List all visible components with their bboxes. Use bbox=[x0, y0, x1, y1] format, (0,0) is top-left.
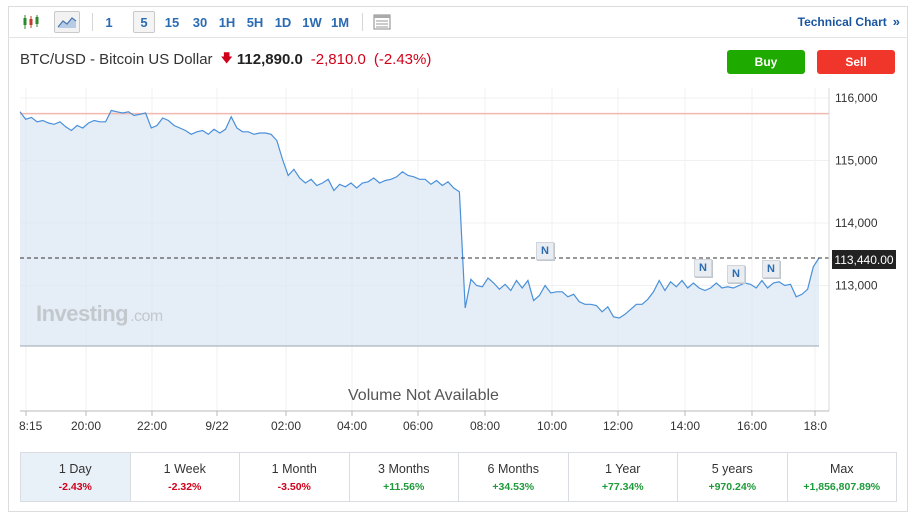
buy-button[interactable]: Buy bbox=[727, 50, 805, 74]
period-change: -2.32% bbox=[168, 480, 202, 493]
news-marker[interactable]: N bbox=[694, 259, 712, 277]
period-change: +11.56% bbox=[383, 480, 425, 493]
timeframe-30[interactable]: 30 bbox=[192, 14, 208, 30]
period-change: +1,856,807.89% bbox=[803, 480, 881, 493]
double-chevron-right-icon: » bbox=[892, 14, 900, 29]
area-chart-icon[interactable] bbox=[54, 11, 80, 33]
period-tab-max[interactable]: Max +1,856,807.89% bbox=[788, 453, 897, 501]
x-tick-label: 9/22 bbox=[205, 419, 229, 433]
logo-text: Investing bbox=[36, 301, 129, 326]
period-label: 1 Day bbox=[58, 461, 92, 476]
period-label: 3 Months bbox=[378, 461, 430, 476]
x-tick-label: 12:00 bbox=[603, 419, 633, 433]
period-tab-1-week[interactable]: 1 Week -2.32% bbox=[131, 453, 240, 501]
down-arrow-icon: 🡇 bbox=[220, 51, 233, 65]
price-change-percent: (-2.43%) bbox=[373, 51, 432, 68]
period-tab-6-months[interactable]: 6 Months +34.53% bbox=[459, 453, 569, 501]
toolbar-divider bbox=[362, 13, 363, 31]
y-tick-label: 116,000 bbox=[835, 91, 878, 105]
timeframe-1h[interactable]: 1H bbox=[218, 14, 236, 30]
table-view-icon[interactable] bbox=[370, 11, 394, 33]
toolbar-divider bbox=[92, 13, 93, 31]
news-marker[interactable]: N bbox=[727, 265, 745, 283]
chart-toolbar: 1 5 15 30 1H 5H 1D 1W 1M Technical Chart… bbox=[8, 6, 908, 38]
y-tick-label: 114,000 bbox=[835, 216, 878, 230]
performance-periods: 1 Day -2.43% 1 Week -2.32% 1 Month -3.50% 3 Mo… bbox=[20, 452, 897, 502]
news-marker[interactable]: N bbox=[762, 260, 780, 278]
x-tick-label: 10:00 bbox=[537, 419, 567, 433]
timeframe-5h[interactable]: 5H bbox=[246, 14, 264, 30]
x-tick-label: 04:00 bbox=[337, 419, 367, 433]
x-tick-label: 08:00 bbox=[470, 419, 500, 433]
x-tick-label: 14:00 bbox=[670, 419, 700, 433]
sell-button[interactable]: Sell bbox=[817, 50, 895, 74]
y-axis-ticks: 116,000 115,000 114,000 113,000 bbox=[835, 91, 878, 293]
logo-suffix: .com bbox=[130, 308, 163, 325]
period-change: -2.43% bbox=[58, 480, 92, 493]
period-tab-5-years[interactable]: 5 years +970.24% bbox=[678, 453, 788, 501]
period-change: -3.50% bbox=[277, 480, 311, 493]
chart-widget bbox=[8, 6, 908, 512]
timeframe-1w[interactable]: 1W bbox=[302, 14, 322, 30]
timeframe-1[interactable]: 1 bbox=[105, 14, 113, 30]
technical-chart-link[interactable]: Technical Chart » bbox=[798, 14, 900, 29]
period-tab-3-months[interactable]: 3 Months +11.56% bbox=[350, 453, 459, 501]
candlestick-chart-icon[interactable] bbox=[20, 11, 42, 33]
period-change: +34.53% bbox=[492, 480, 535, 493]
instrument-name: BTC/USD - Bitcoin US Dollar bbox=[20, 51, 213, 68]
price-area-fill bbox=[20, 110, 819, 346]
x-tick-label: 16:00 bbox=[737, 419, 767, 433]
timeframe-15[interactable]: 15 bbox=[164, 14, 180, 30]
x-tick-label: 02:00 bbox=[271, 419, 301, 433]
period-change: +970.24% bbox=[708, 480, 757, 493]
price-line bbox=[19, 109, 820, 319]
instrument-header: BTC/USD - Bitcoin US Dollar 🡇 112,890.0 … bbox=[20, 49, 431, 70]
investing-logo: Investing .com bbox=[36, 301, 163, 327]
price-change: -2,810.0 bbox=[310, 51, 366, 68]
x-tick-label: 8:15 bbox=[19, 419, 43, 433]
period-label: Max bbox=[829, 461, 854, 476]
timeframe-5[interactable]: 5 bbox=[133, 11, 155, 33]
period-label: 5 years bbox=[711, 461, 753, 476]
period-label: 1 Week bbox=[163, 461, 206, 476]
period-tab-1-month[interactable]: 1 Month -3.50% bbox=[240, 453, 350, 501]
volume-note: Volume Not Available bbox=[348, 387, 499, 404]
timeframe-1m[interactable]: 1M bbox=[330, 14, 350, 30]
period-label: 1 Year bbox=[605, 461, 641, 476]
x-tick-label: 20:00 bbox=[71, 419, 101, 433]
last-price: 112,890.0 bbox=[236, 51, 303, 68]
y-tick-label: 113,000 bbox=[835, 279, 878, 293]
timeframe-1d[interactable]: 1D bbox=[274, 14, 292, 30]
period-change: +77.34% bbox=[601, 480, 644, 493]
period-label: 1 Month bbox=[271, 461, 317, 476]
period-tab-1-year[interactable]: 1 Year +77.34% bbox=[569, 453, 678, 501]
x-tick-label: 18:0 bbox=[804, 419, 828, 433]
news-marker[interactable]: N bbox=[536, 242, 554, 260]
x-tick-label: 06:00 bbox=[403, 419, 433, 433]
y-tick-label: 115,000 bbox=[835, 154, 878, 168]
current-price-label: 113,440.00 bbox=[832, 250, 896, 269]
period-tab-1-day[interactable]: 1 Day -2.43% bbox=[21, 453, 131, 501]
period-label: 6 Months bbox=[487, 461, 539, 476]
technical-chart-label: Technical Chart bbox=[797, 15, 887, 29]
x-axis-ticks: 8:15 20:00 22:00 9/22 02:00 04:00 06:00 08:00 10… bbox=[19, 411, 827, 433]
x-tick-label: 22:00 bbox=[137, 419, 167, 433]
